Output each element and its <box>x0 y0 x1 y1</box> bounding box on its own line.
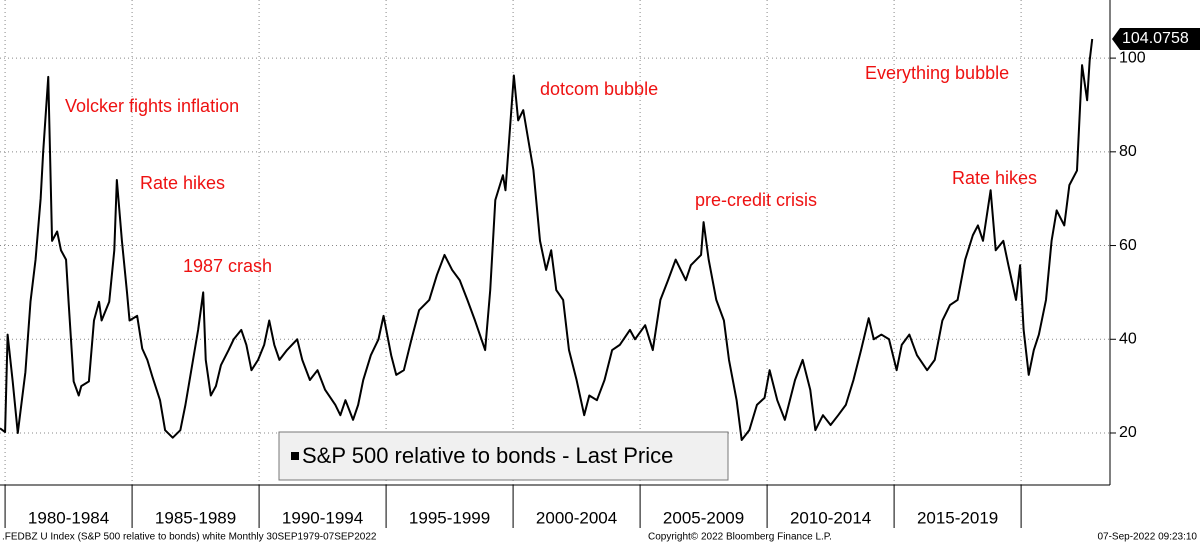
y-tick-label: 80 <box>1119 143 1137 160</box>
x-tick-label: 2010-2014 <box>790 508 871 527</box>
x-tick-label: 1990-1994 <box>282 508 363 527</box>
data-line <box>0 38 1094 442</box>
y-tick-label: 20 <box>1119 424 1137 441</box>
annotation: Everything bubble <box>865 63 1009 83</box>
footer-copyright: Copyright© 2022 Bloomberg Finance L.P. <box>648 532 832 543</box>
annotation: Rate hikes <box>952 168 1037 188</box>
legend-box <box>278 431 729 481</box>
last-price-tag <box>1112 28 1200 51</box>
x-tick-label: 2005-2009 <box>663 508 744 527</box>
y-tick-label: 60 <box>1119 237 1137 254</box>
footer-date: 07-Sep-2022 09:23:10 <box>1097 532 1197 543</box>
annotation: pre-credit crisis <box>695 190 817 210</box>
x-tick-label: 2000-2004 <box>536 508 617 527</box>
x-tick-label: 2015-2019 <box>917 508 998 527</box>
annotation: dotcom bubble <box>540 79 658 99</box>
y-tick-label: 40 <box>1119 330 1137 347</box>
legend-label: S&P 500 relative to bonds - Last Price <box>302 443 673 468</box>
annotation: Rate hikes <box>140 173 225 193</box>
footer-source: .FEDBZ U Index (S&P 500 relative to bond… <box>2 532 377 543</box>
x-tick-label: 1985-1989 <box>155 508 236 527</box>
last-price-label: 104.0758 <box>1122 30 1189 47</box>
x-tick-label: 1995-1999 <box>409 508 490 527</box>
x-tick-label: 1980-1984 <box>28 508 109 527</box>
annotation: Volcker fights inflation <box>65 96 239 116</box>
legend-swatch <box>291 452 299 460</box>
annotation: 1987 crash <box>183 256 272 276</box>
y-tick-label: 100 <box>1119 49 1146 66</box>
